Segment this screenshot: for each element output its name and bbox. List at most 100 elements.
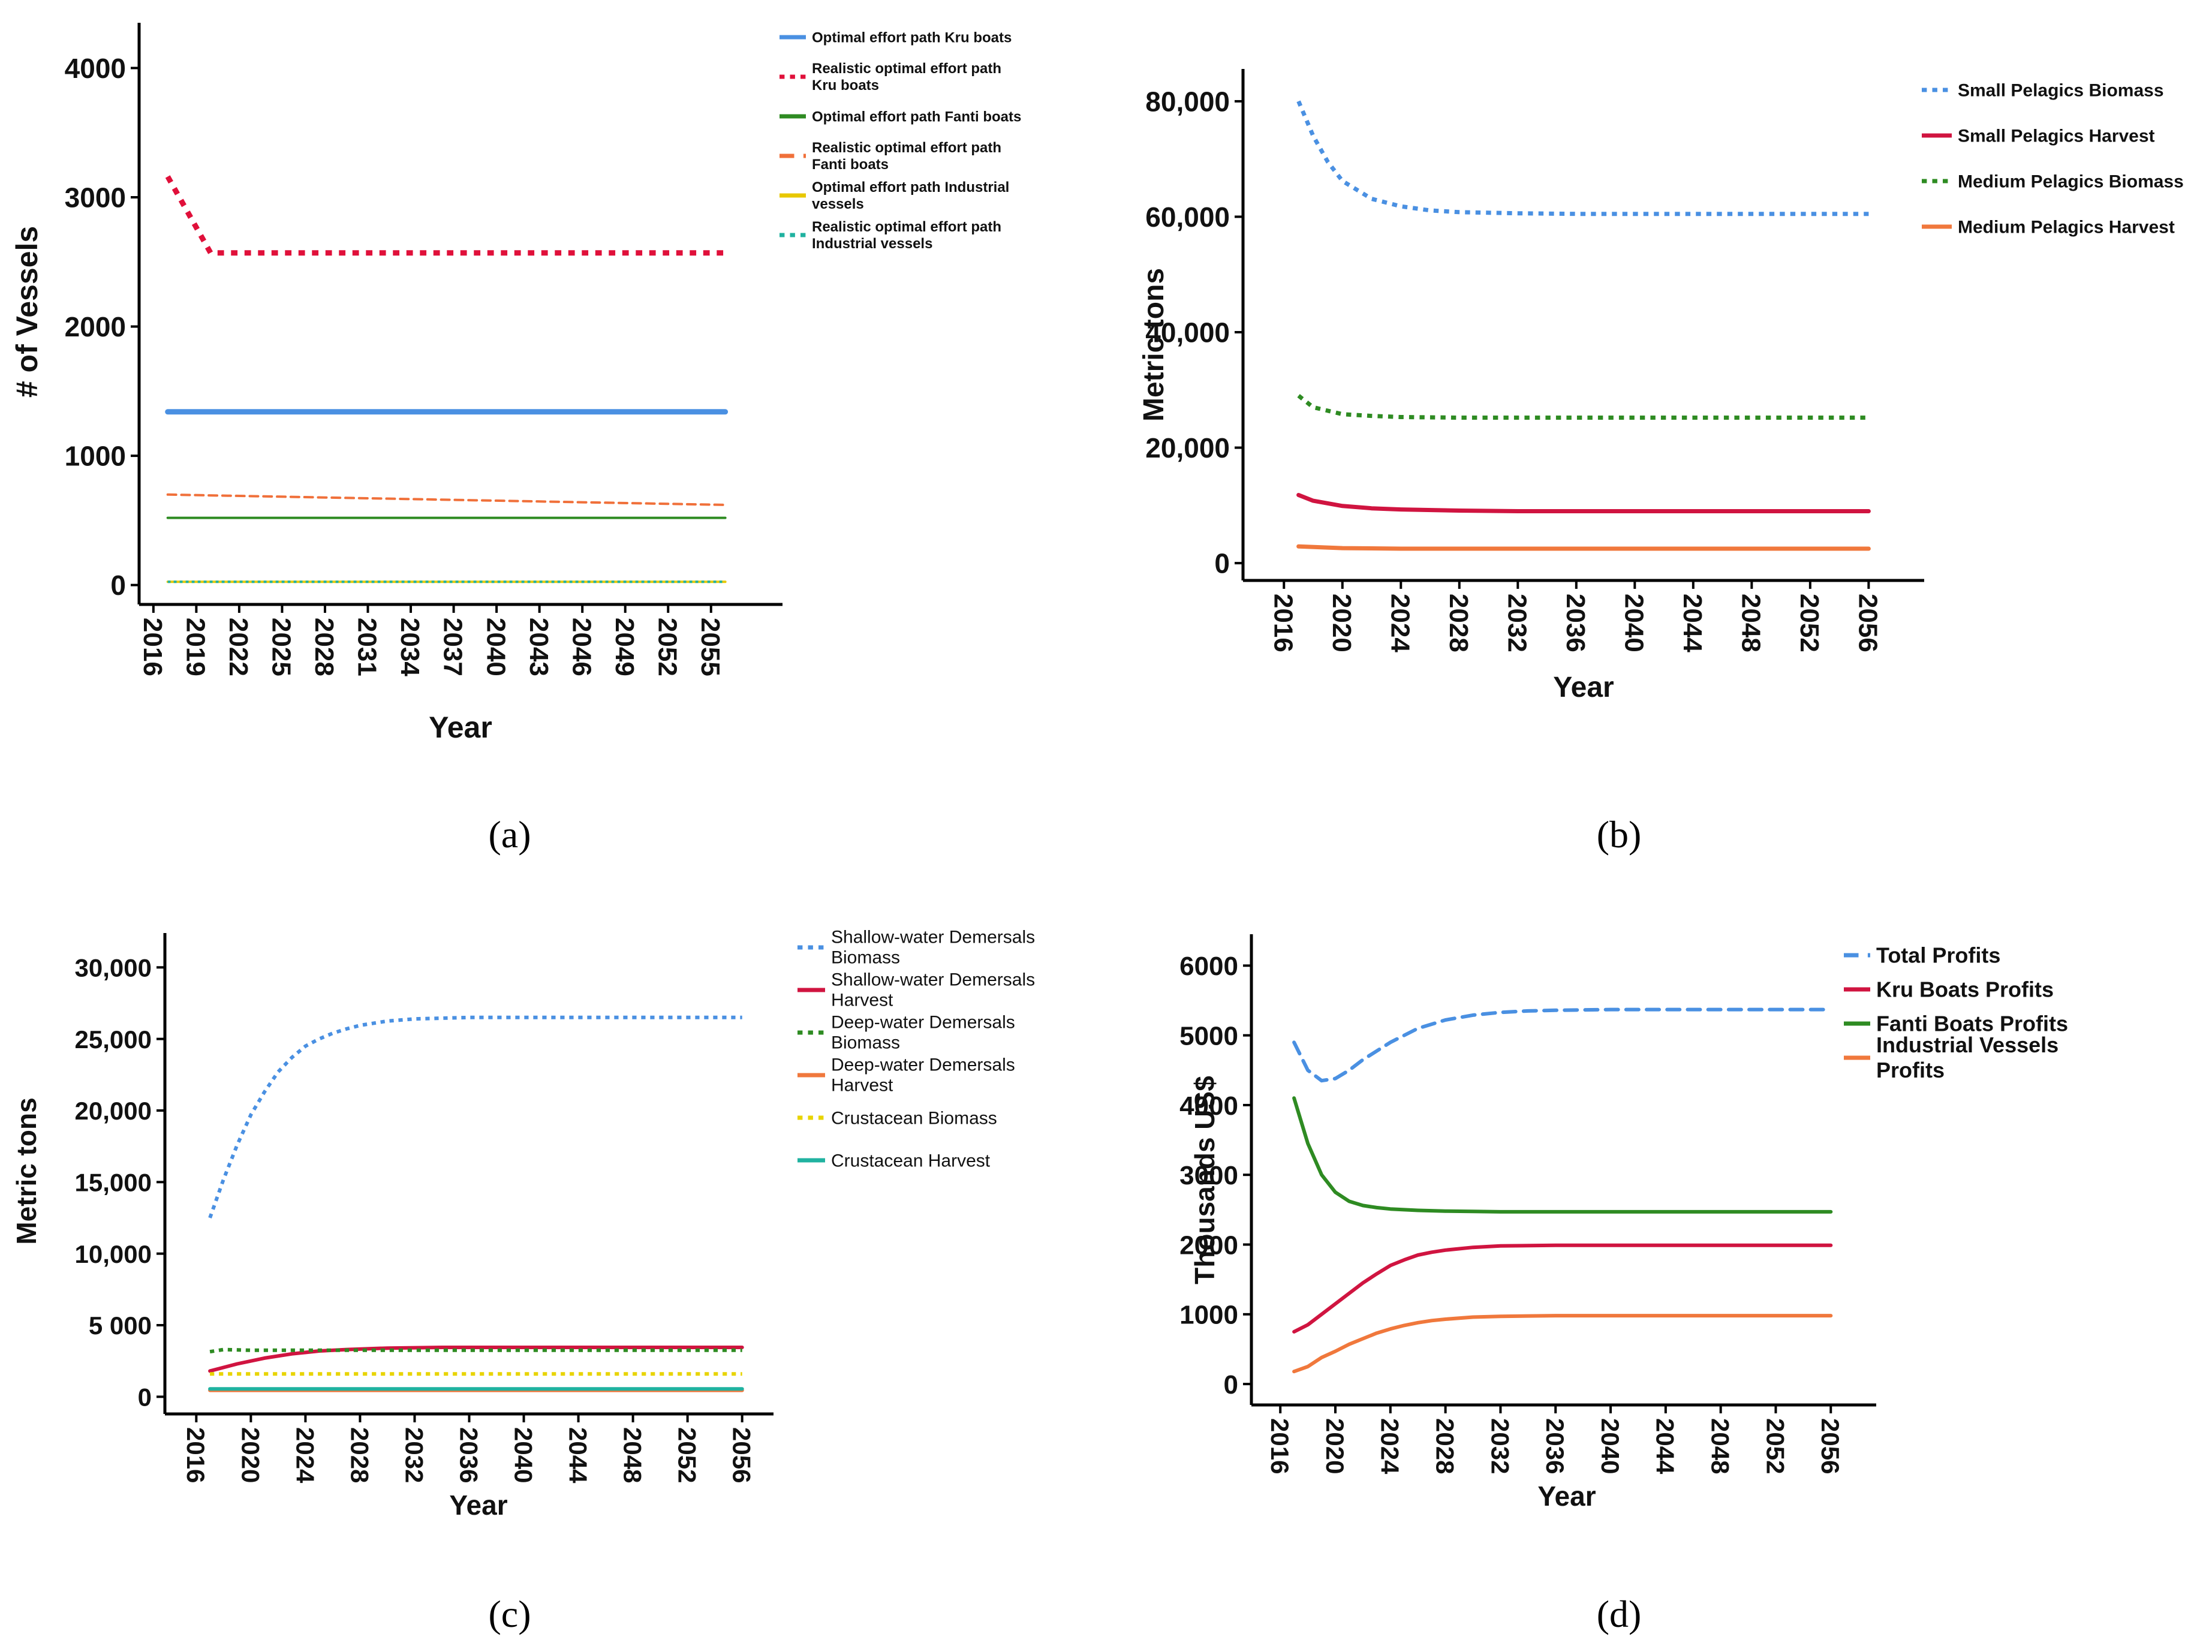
series-group (208, 1015, 744, 1392)
panel-label-a: (a) (488, 813, 531, 856)
legend-label-line: Industrial Vessels (1876, 1033, 2058, 1057)
x-tick-label: 2016 (1268, 594, 1298, 652)
x-tick-label: 2052 (673, 1427, 702, 1483)
legend-label-line: Profits (1876, 1058, 1945, 1082)
x-axis-title: Year (429, 711, 492, 744)
legend-label-line: Fanti boats (812, 157, 889, 173)
x-tick-label: 2019 (181, 618, 210, 676)
y-tick-label: 0 (1214, 548, 1230, 579)
series-line-small-pelagics-harvest (1296, 493, 1871, 513)
x-tick-label: 2037 (438, 618, 468, 676)
x-tick-label: 2016 (138, 618, 167, 676)
legend-label-line: Deep-water Demersals (831, 1013, 1015, 1033)
axes: 0 1000 2000 3000 4000 5000 6000 2016 2020 2024 202… (1179, 934, 1876, 1512)
x-tick-label: 2048 (618, 1427, 646, 1483)
x-axis-title: Year (1553, 672, 1614, 703)
x-tick-label: 2044 (564, 1427, 592, 1484)
legend-label-shallow-water-demersals-biomass: Shallow-water Demersals Biomass (831, 928, 1035, 968)
x-tick-label: 2020 (1327, 594, 1356, 652)
x-tick-label: 2044 (1678, 594, 1707, 652)
x-tick-label: 2016 (1266, 1418, 1294, 1474)
y-tick-label: 20,000 (75, 1097, 152, 1125)
legend-label-line: Biomass (831, 948, 900, 968)
legend-label-fanti-boats-profits: Fanti Boats Profits (1876, 1012, 2068, 1036)
x-tick-label: 2028 (1431, 1418, 1459, 1474)
x-tick-label: 2020 (1321, 1418, 1349, 1474)
x-tick-label: 2040 (481, 618, 510, 676)
legend-label-line: Harvest (831, 991, 893, 1010)
series-line-deep-water-demersals-biomass (209, 1347, 742, 1354)
legend: Shallow-water Demersals BiomassShallow-wa… (797, 928, 1035, 1171)
panel-label-d: (d) (1596, 1593, 1642, 1635)
x-tick-label: 2055 (696, 618, 725, 676)
legend-label-small-pelagics-harvest: Small Pelagics Harvest (1958, 127, 2155, 146)
legend-label-line: Realistic optimal effort path (812, 219, 1001, 235)
chart-d: 0 1000 2000 3000 4000 5000 6000 2016 2020 2024 202… (1179, 934, 2068, 1512)
y-tick-label: 15,000 (75, 1168, 152, 1196)
legend-label-optimal-effort-path-fanti-boats: Optimal effort path Fanti boats (812, 109, 1021, 125)
y-tick-label: 1000 (1179, 1301, 1238, 1330)
series-line-realistic-optimal-effort-path-kru-boats (165, 175, 726, 256)
series-line-total-profits (1292, 1007, 1833, 1083)
x-tick-label: 2032 (400, 1427, 428, 1483)
y-tick-label: 60,000 (1145, 201, 1230, 233)
x-tick-label: 2034 (395, 618, 425, 676)
y-tick-label: 30,000 (75, 953, 152, 982)
x-tick-label: 2024 (1376, 1418, 1404, 1475)
series-line-shallow-water-demersals-biomass (208, 1015, 742, 1218)
x-tick-label: 2024 (291, 1427, 319, 1484)
y-tick-label: 4000 (1179, 1091, 1238, 1121)
legend-label-shallow-water-demersals-harvest: Shallow-water Demersals Harvest (831, 970, 1035, 1010)
x-tick-label: 2028 (345, 1427, 374, 1483)
y-tick-label: 4000 (65, 53, 126, 84)
legend-label-line: Harvest (831, 1076, 893, 1096)
y-tick-label: 6000 (1179, 952, 1238, 981)
legend-label-line: Optimal effort path Industrial (812, 179, 1009, 195)
series-group (1296, 100, 1871, 551)
x-tick-label: 2036 (1561, 594, 1590, 652)
series-line-fanti-boats-profits (1292, 1096, 1833, 1214)
legend-label-industrial-vessels-profits: Industrial Vessels Profits (1876, 1033, 2058, 1082)
y-tick-label: 5 000 (89, 1311, 152, 1340)
x-tick-label: 2031 (353, 618, 382, 676)
y-tick-label: 0 (1224, 1370, 1238, 1400)
x-tick-label: 2032 (1502, 594, 1531, 652)
series-group (165, 175, 729, 583)
x-tick-label: 2016 (182, 1427, 210, 1483)
series-line-kru-boats-profits (1292, 1243, 1833, 1334)
y-tick-label: 3000 (65, 182, 126, 213)
y-tick-label: 80,000 (1145, 86, 1230, 117)
x-tick-label: 2048 (1737, 594, 1766, 652)
x-tick-label: 2028 (1444, 594, 1473, 652)
chart-c: 0 5 000 10,000 15,000 20,000 25,000 30,000 2016… (11, 928, 1035, 1521)
legend-label-crustacean-biomass: Crustacean Biomass (831, 1109, 997, 1129)
x-tick-label: 2052 (1761, 1418, 1789, 1474)
legend-label-line: Industrial vessels (812, 236, 932, 252)
series-line-small-pelagics-biomass (1296, 100, 1869, 216)
legend-label-kru-boats-profits: Kru Boats Profits (1876, 977, 2054, 1002)
x-tick-label: 2036 (1541, 1418, 1569, 1474)
chart-a: 0 1000 2000 3000 4000 2016 2019 2022 2025 2028 203… (10, 23, 1021, 744)
legend-label-medium-pelagics-biomass: Medium Pelagics Biomass (1958, 172, 2184, 192)
x-tick-label: 2056 (1816, 1418, 1844, 1474)
legend-label-realistic-optimal-effort-path-kru-boats: Realistic optimal effort path Kru boats (812, 61, 1001, 94)
x-tick-label: 2043 (524, 618, 553, 676)
y-tick-label: 3000 (1179, 1161, 1238, 1190)
x-axis-title: Year (449, 1489, 507, 1521)
x-axis-title: Year (1537, 1481, 1596, 1512)
chart-b: 0 20,000 40,000 60,000 80,000 2016 2020 2024 202… (1138, 69, 2184, 703)
series-line-medium-pelagics-biomass (1297, 394, 1869, 420)
x-tick-label: 2025 (267, 618, 296, 676)
x-tick-label: 2044 (1651, 1418, 1680, 1475)
y-tick-label: 5000 (1179, 1021, 1238, 1051)
series-line-realistic-optimal-effort-path-fanti-boats (166, 493, 727, 506)
axes: 0 20,000 40,000 60,000 80,000 2016 2020 2024 202… (1138, 69, 1924, 703)
legend: Optimal effort path Kru boats Realistic o… (780, 29, 1021, 252)
legend: Small Pelagics Biomass Small Pelagics Har… (1922, 81, 2184, 237)
x-tick-label: 2048 (1707, 1418, 1735, 1474)
legend-label-optimal-effort-path-kru-boats: Optimal effort path Kru boats (812, 29, 1012, 46)
y-tick-label: 1000 (65, 441, 126, 472)
y-tick-label: 25,000 (75, 1025, 152, 1054)
y-tick-label: 0 (110, 570, 126, 601)
x-tick-label: 2036 (455, 1427, 483, 1483)
